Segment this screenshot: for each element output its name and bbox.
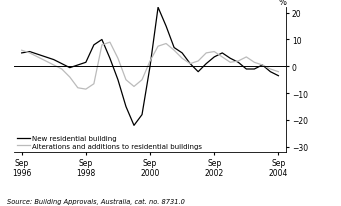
Alterations and additions to residential buildings — [188, 63, 192, 66]
New residential building — [268, 71, 272, 74]
Alterations and additions to residential buildings — [84, 88, 88, 91]
New residential building — [260, 64, 264, 67]
Alterations and additions to residential buildings — [92, 83, 96, 85]
New residential building — [108, 58, 112, 60]
Alterations and additions to residential buildings — [212, 51, 216, 54]
Alterations and additions to residential buildings — [260, 64, 264, 67]
New residential building — [20, 52, 24, 55]
Text: Source: Building Approvals, Australia, cat. no. 8731.0: Source: Building Approvals, Australia, c… — [7, 198, 185, 204]
Alterations and additions to residential buildings — [268, 68, 272, 71]
New residential building — [204, 63, 208, 66]
Alterations and additions to residential buildings — [36, 56, 40, 59]
Alterations and additions to residential buildings — [276, 71, 280, 74]
Alterations and additions to residential buildings — [132, 86, 136, 88]
New residential building — [124, 106, 128, 108]
New residential building — [28, 51, 32, 54]
Alterations and additions to residential buildings — [124, 79, 128, 82]
New residential building — [148, 66, 152, 68]
Alterations and additions to residential buildings — [100, 44, 104, 47]
New residential building — [212, 56, 216, 59]
New residential building — [236, 62, 240, 64]
Text: %: % — [279, 0, 286, 7]
Alterations and additions to residential buildings — [28, 52, 32, 55]
New residential building — [60, 63, 64, 66]
Line: New residential building: New residential building — [22, 8, 278, 126]
New residential building — [140, 114, 144, 116]
Alterations and additions to residential buildings — [244, 56, 248, 59]
Legend: New residential building, Alterations and additions to residential buildings: New residential building, Alterations an… — [17, 136, 203, 149]
Alterations and additions to residential buildings — [68, 76, 72, 79]
Line: Alterations and additions to residential buildings: Alterations and additions to residential… — [22, 43, 278, 90]
New residential building — [116, 79, 120, 82]
Alterations and additions to residential buildings — [148, 60, 152, 63]
New residential building — [172, 47, 176, 49]
New residential building — [44, 56, 48, 59]
New residential building — [196, 71, 200, 74]
New residential building — [244, 68, 248, 71]
Alterations and additions to residential buildings — [44, 60, 48, 63]
Alterations and additions to residential buildings — [140, 79, 144, 82]
New residential building — [84, 62, 88, 64]
Alterations and additions to residential buildings — [164, 43, 168, 46]
Alterations and additions to residential buildings — [108, 42, 112, 44]
New residential building — [228, 58, 232, 60]
Alterations and additions to residential buildings — [236, 60, 240, 63]
Alterations and additions to residential buildings — [228, 62, 232, 64]
New residential building — [276, 75, 280, 78]
Alterations and additions to residential buildings — [116, 58, 120, 60]
New residential building — [252, 68, 256, 71]
New residential building — [132, 124, 136, 127]
New residential building — [76, 64, 80, 67]
New residential building — [68, 67, 72, 70]
Alterations and additions to residential buildings — [172, 50, 176, 52]
Alterations and additions to residential buildings — [76, 87, 80, 90]
New residential building — [92, 44, 96, 47]
New residential building — [164, 26, 168, 28]
Alterations and additions to residential buildings — [220, 56, 224, 59]
Alterations and additions to residential buildings — [20, 50, 24, 52]
New residential building — [52, 59, 56, 62]
New residential building — [180, 52, 184, 55]
Alterations and additions to residential buildings — [204, 52, 208, 55]
New residential building — [156, 7, 160, 9]
Alterations and additions to residential buildings — [196, 60, 200, 63]
New residential building — [220, 52, 224, 55]
Alterations and additions to residential buildings — [52, 64, 56, 67]
New residential building — [100, 39, 104, 42]
New residential building — [188, 63, 192, 66]
Alterations and additions to residential buildings — [252, 62, 256, 64]
New residential building — [36, 54, 40, 56]
Alterations and additions to residential buildings — [156, 46, 160, 48]
Alterations and additions to residential buildings — [60, 68, 64, 71]
Alterations and additions to residential buildings — [180, 58, 184, 60]
